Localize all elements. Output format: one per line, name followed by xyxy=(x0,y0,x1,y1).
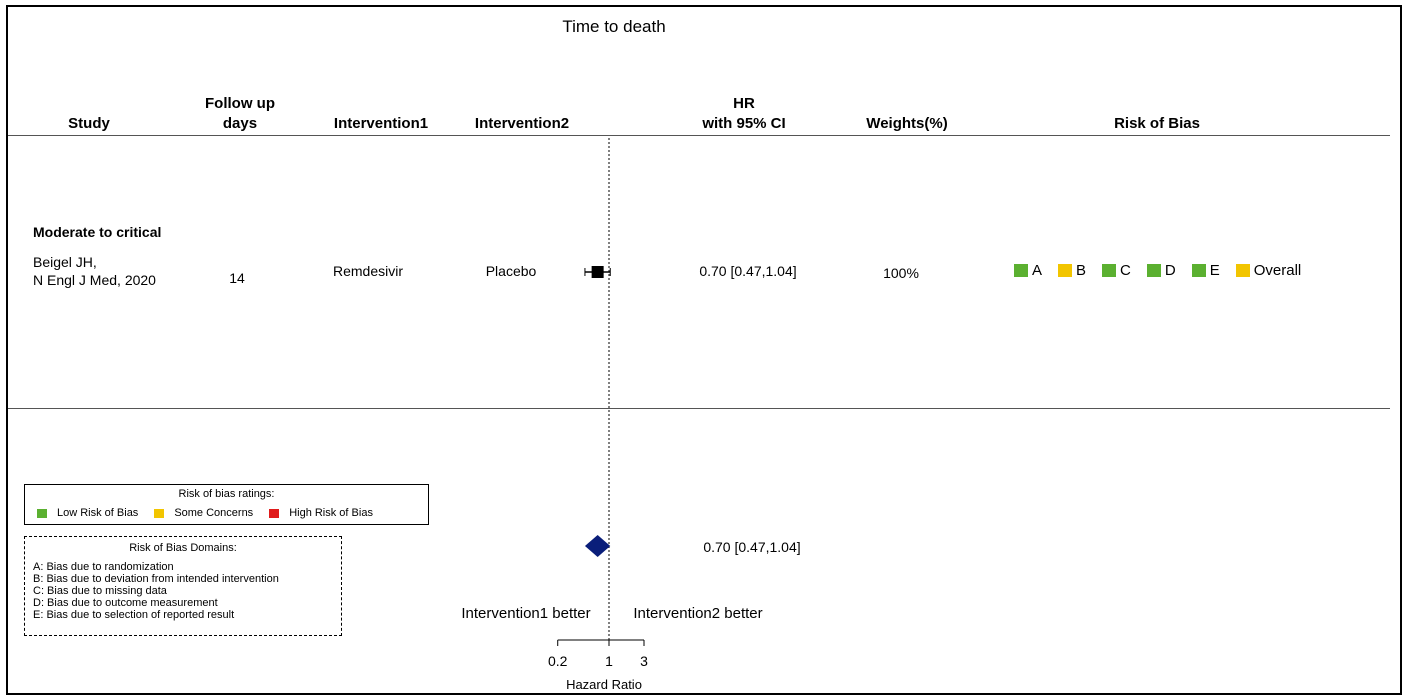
rating-legend-entry: Low Risk of Bias xyxy=(37,507,138,519)
header-followup-line2: days xyxy=(222,115,258,132)
header-risk-of-bias: Risk of Bias xyxy=(1114,115,1200,132)
study-point-square xyxy=(591,266,604,278)
rating-legend-entry: High Risk of Bias xyxy=(269,507,373,519)
favours-right-label: Intervention2 better xyxy=(633,605,763,622)
study-intervention2: Placebo xyxy=(485,263,537,279)
header-hr-line1: HR xyxy=(733,95,755,112)
rob-square-icon xyxy=(1014,264,1028,277)
rob-domain-label: D xyxy=(1164,262,1176,279)
header-intervention2: Intervention2 xyxy=(474,115,570,132)
study-name-line2: N Engl J Med, 2020 xyxy=(33,272,156,288)
header-followup-line1: Follow up xyxy=(205,95,275,112)
risk-domains-legend-items: A: Bias due to randomization B: Bias due … xyxy=(33,561,279,621)
rating-color-icon xyxy=(269,508,280,518)
chart-frame xyxy=(6,5,1402,695)
body-divider xyxy=(8,408,1390,409)
header-divider xyxy=(8,135,1390,136)
rob-domain-label: C xyxy=(1120,262,1131,279)
domain-legend-item: D: Bias due to outcome measurement xyxy=(33,597,218,609)
rating-legend-label: Some Concerns xyxy=(174,507,254,519)
risk-domains-legend: Risk of Bias Domains: A: Bias due to ran… xyxy=(24,536,342,636)
rob-square-icon xyxy=(1102,264,1117,277)
study-risk-of-bias: A B C D E Overall xyxy=(1014,262,1301,279)
study-weight: 100% xyxy=(883,265,919,281)
domain-legend-item: C: Bias due to missing data xyxy=(33,585,167,597)
header-weights: Weights(%) xyxy=(866,115,948,132)
risk-ratings-legend-items: Low Risk of Bias Some Concerns High Risk o… xyxy=(37,507,373,519)
rob-square-icon xyxy=(1235,264,1250,277)
rob-domain-label: B xyxy=(1076,262,1087,279)
study-hr-ci: 0.70 [0.47,1.04] xyxy=(699,263,797,279)
rob-square-icon xyxy=(1191,264,1206,277)
rob-domain-label: E xyxy=(1209,262,1220,279)
risk-ratings-legend: Risk of bias ratings: Low Risk of Bias So… xyxy=(24,484,429,525)
x-axis-label: Hazard Ratio xyxy=(566,677,642,692)
rob-domain-label: A xyxy=(1032,262,1043,279)
study-name-line1: Beigel JH, xyxy=(33,254,97,270)
rating-color-icon xyxy=(37,508,47,518)
rating-color-icon xyxy=(154,508,165,518)
rob-domain-label: Overall xyxy=(1253,262,1302,279)
subgroup-label: Moderate to critical xyxy=(33,224,162,240)
rob-domain-overall: Overall xyxy=(1235,262,1302,279)
study-followup: 14 xyxy=(229,270,245,286)
rob-domain-e: E xyxy=(1191,262,1220,279)
rating-legend-label: Low Risk of Bias xyxy=(57,507,139,519)
x-tick-label: 1 xyxy=(605,653,613,669)
header-intervention1: Intervention1 xyxy=(333,115,429,132)
rob-domain-d: D xyxy=(1146,262,1176,279)
domain-legend-item: A: Bias due to randomization xyxy=(33,561,174,573)
x-tick-label: 3 xyxy=(640,653,648,669)
pooled-diamond xyxy=(584,535,611,557)
rating-legend-entry: Some Concerns xyxy=(154,507,253,519)
favours-left-label: Intervention1 better xyxy=(461,605,591,622)
header-hr-line2: with 95% CI xyxy=(702,115,786,132)
rob-square-icon xyxy=(1146,264,1161,277)
pooled-hr-ci: 0.70 [0.47,1.04] xyxy=(703,539,801,555)
rating-legend-label: High Risk of Bias xyxy=(289,507,373,519)
rob-domain-a: A xyxy=(1014,262,1042,279)
study-intervention1: Remdesivir xyxy=(332,263,404,279)
rob-domain-b: B xyxy=(1058,262,1086,279)
chart-title: Time to death xyxy=(562,17,666,36)
domain-legend-item: B: Bias due to deviation from intended i… xyxy=(33,573,279,585)
risk-ratings-legend-title: Risk of bias ratings: xyxy=(178,488,275,500)
risk-domains-legend-title: Risk of Bias Domains: xyxy=(129,542,237,554)
rob-square-icon xyxy=(1058,264,1073,277)
domain-legend-item: E: Bias due to selection of reported res… xyxy=(33,609,235,621)
header-study: Study xyxy=(68,115,110,132)
rob-domain-c: C xyxy=(1102,262,1131,279)
x-tick-label: 0.2 xyxy=(548,653,568,669)
